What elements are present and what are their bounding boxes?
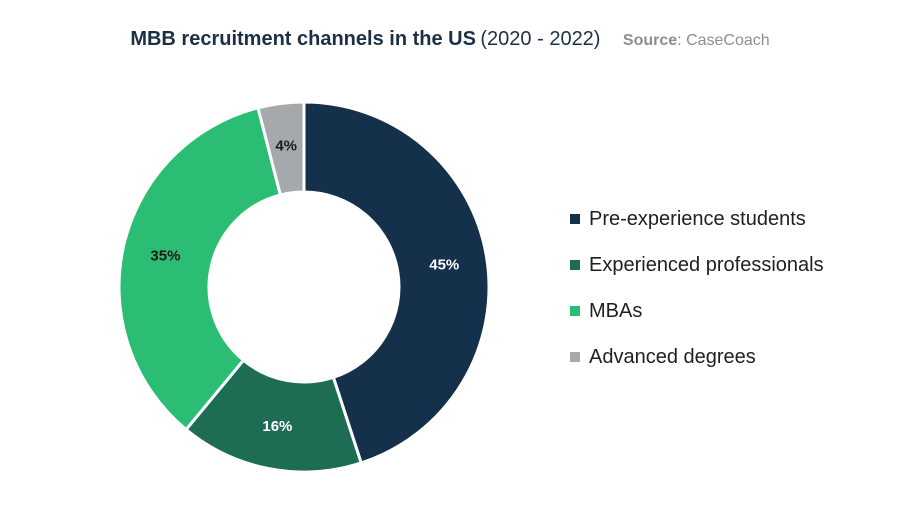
chart-years: (2020 - 2022)	[480, 28, 601, 50]
data-label-advanced-degrees: 4%	[275, 138, 297, 155]
legend-item-advanced-degrees: Advanced degrees	[570, 334, 824, 380]
data-label-experienced-professionals: 16%	[262, 418, 292, 435]
chart-title: MBB recruitment channels in the US	[130, 28, 476, 50]
legend-swatch	[570, 306, 580, 316]
legend-swatch	[570, 260, 580, 270]
slice-pre-experience-students	[302, 100, 491, 465]
data-label-mbas: 35%	[150, 248, 180, 265]
slice-experienced-professionals	[183, 358, 364, 474]
chart-legend: Pre-experience students Experienced profe…	[570, 196, 824, 380]
legend-swatch	[570, 214, 580, 224]
legend-label: Advanced degrees	[589, 345, 756, 368]
slice-advanced-degrees	[256, 100, 306, 197]
slice-mbas	[117, 105, 283, 432]
data-label-pre-experience-students: 45%	[429, 256, 459, 273]
source-label: Source	[622, 32, 678, 49]
source-note: Source: CaseCoach	[623, 32, 770, 49]
legend-item-pre-experience-students: Pre-experience students	[570, 196, 824, 242]
legend-item-mbas: MBAs	[570, 288, 824, 334]
legend-item-experienced-professionals: Experienced professionals	[570, 242, 824, 288]
source-value: : CaseCoach	[677, 32, 770, 49]
chart-header: MBB recruitment channels in the US (2020…	[0, 28, 900, 51]
legend-label: MBAs	[589, 299, 643, 322]
legend-label: Pre-experience students	[589, 207, 806, 230]
legend-swatch	[570, 352, 580, 362]
legend-label: Experienced professionals	[589, 253, 824, 276]
